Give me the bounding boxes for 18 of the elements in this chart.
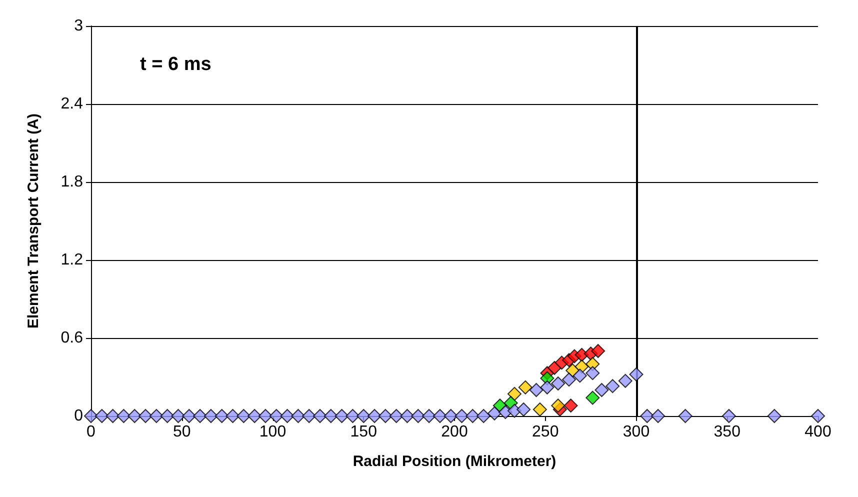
x-tick-label: 350 xyxy=(714,424,741,440)
x-tick-label: 50 xyxy=(172,424,191,440)
x-tick-label: 100 xyxy=(259,424,286,440)
y-tick-label: 1.2 xyxy=(60,252,84,268)
y-tick-label: 1.8 xyxy=(60,174,84,190)
x-tick-label: 150 xyxy=(350,424,378,440)
y-tick-label: 0.6 xyxy=(60,330,84,346)
x-tick-label: 250 xyxy=(532,424,559,440)
y-axis-title: Element Transport Current (A) xyxy=(25,113,42,329)
annotation: t = 6 ms xyxy=(140,54,212,75)
x-axis-title: Radial Position (Mikrometer) xyxy=(352,453,556,470)
x-tick-label: 400 xyxy=(804,424,832,440)
x-tick-label: 300 xyxy=(622,424,650,440)
y-tick-label: 2.4 xyxy=(60,96,84,112)
x-tick-label: 0 xyxy=(86,424,96,440)
y-tick-label: 0 xyxy=(74,408,84,424)
y-tick-label: 3 xyxy=(74,18,84,34)
x-tick-label: 200 xyxy=(441,424,468,440)
